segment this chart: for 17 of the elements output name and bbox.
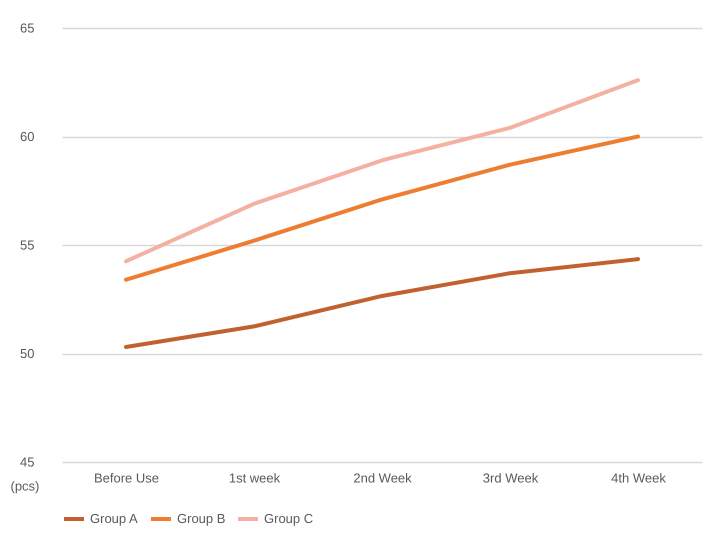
x-tick-label: 3rd Week	[482, 470, 539, 486]
x-tick-label: Before Use	[94, 470, 160, 486]
y-tick-label: 45	[20, 454, 34, 470]
y-tick-label: 60	[20, 129, 34, 144]
line-series	[124, 78, 640, 264]
y-tick-label: 65	[20, 20, 34, 36]
y-tick-label: 50	[20, 346, 34, 361]
x-tick-label: 1st week	[228, 470, 281, 486]
line-series	[124, 134, 640, 282]
legend-label: Group B	[177, 511, 226, 526]
y-axis-title: (pcs)	[10, 478, 40, 494]
y-tick-label: 55	[20, 238, 34, 252]
x-tick-label: 2nd Week	[353, 470, 412, 486]
line-series	[124, 257, 640, 349]
x-tick-label: 4th Week	[611, 470, 666, 486]
legend-label: Group A	[90, 511, 138, 526]
legend-label: Group C	[264, 511, 314, 526]
